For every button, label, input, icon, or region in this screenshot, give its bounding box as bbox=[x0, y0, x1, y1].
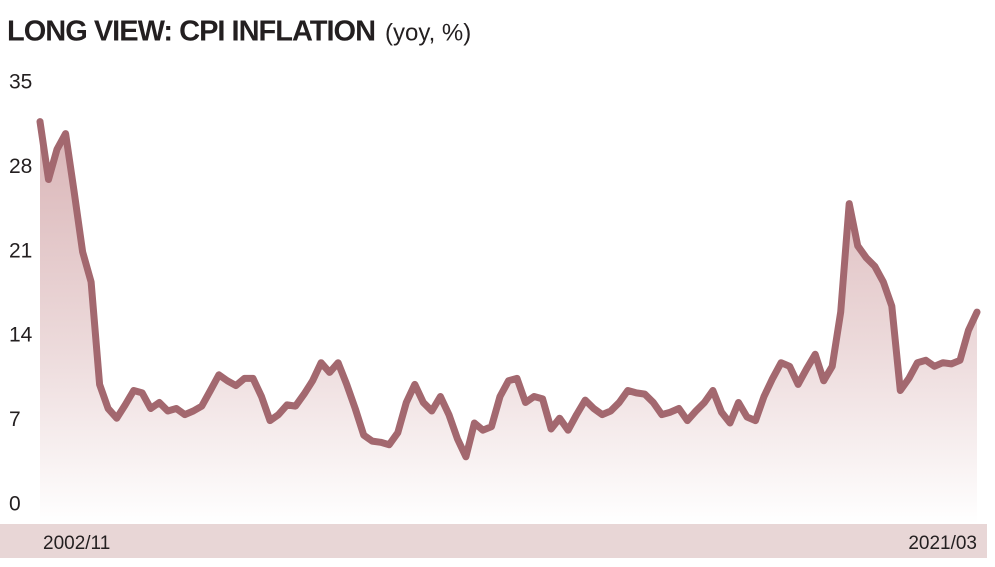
y-tick-label: 35 bbox=[9, 71, 32, 94]
y-tick-label: 0 bbox=[9, 493, 21, 516]
area bbox=[40, 121, 977, 524]
x-tick-label: 2021/03 bbox=[908, 533, 977, 554]
chart-title: LONG VIEW: CPI INFLATION bbox=[7, 16, 375, 48]
y-tick-label: 21 bbox=[9, 239, 32, 262]
chart-subtitle: (yoy, %) bbox=[385, 19, 471, 46]
y-tick-label: 7 bbox=[9, 408, 21, 431]
y-tick-label: 28 bbox=[9, 155, 32, 178]
x-axis-band bbox=[0, 524, 987, 558]
x-tick-label: 2002/11 bbox=[43, 533, 110, 554]
line bbox=[36, 118, 981, 461]
y-tick-label: 14 bbox=[9, 324, 33, 347]
